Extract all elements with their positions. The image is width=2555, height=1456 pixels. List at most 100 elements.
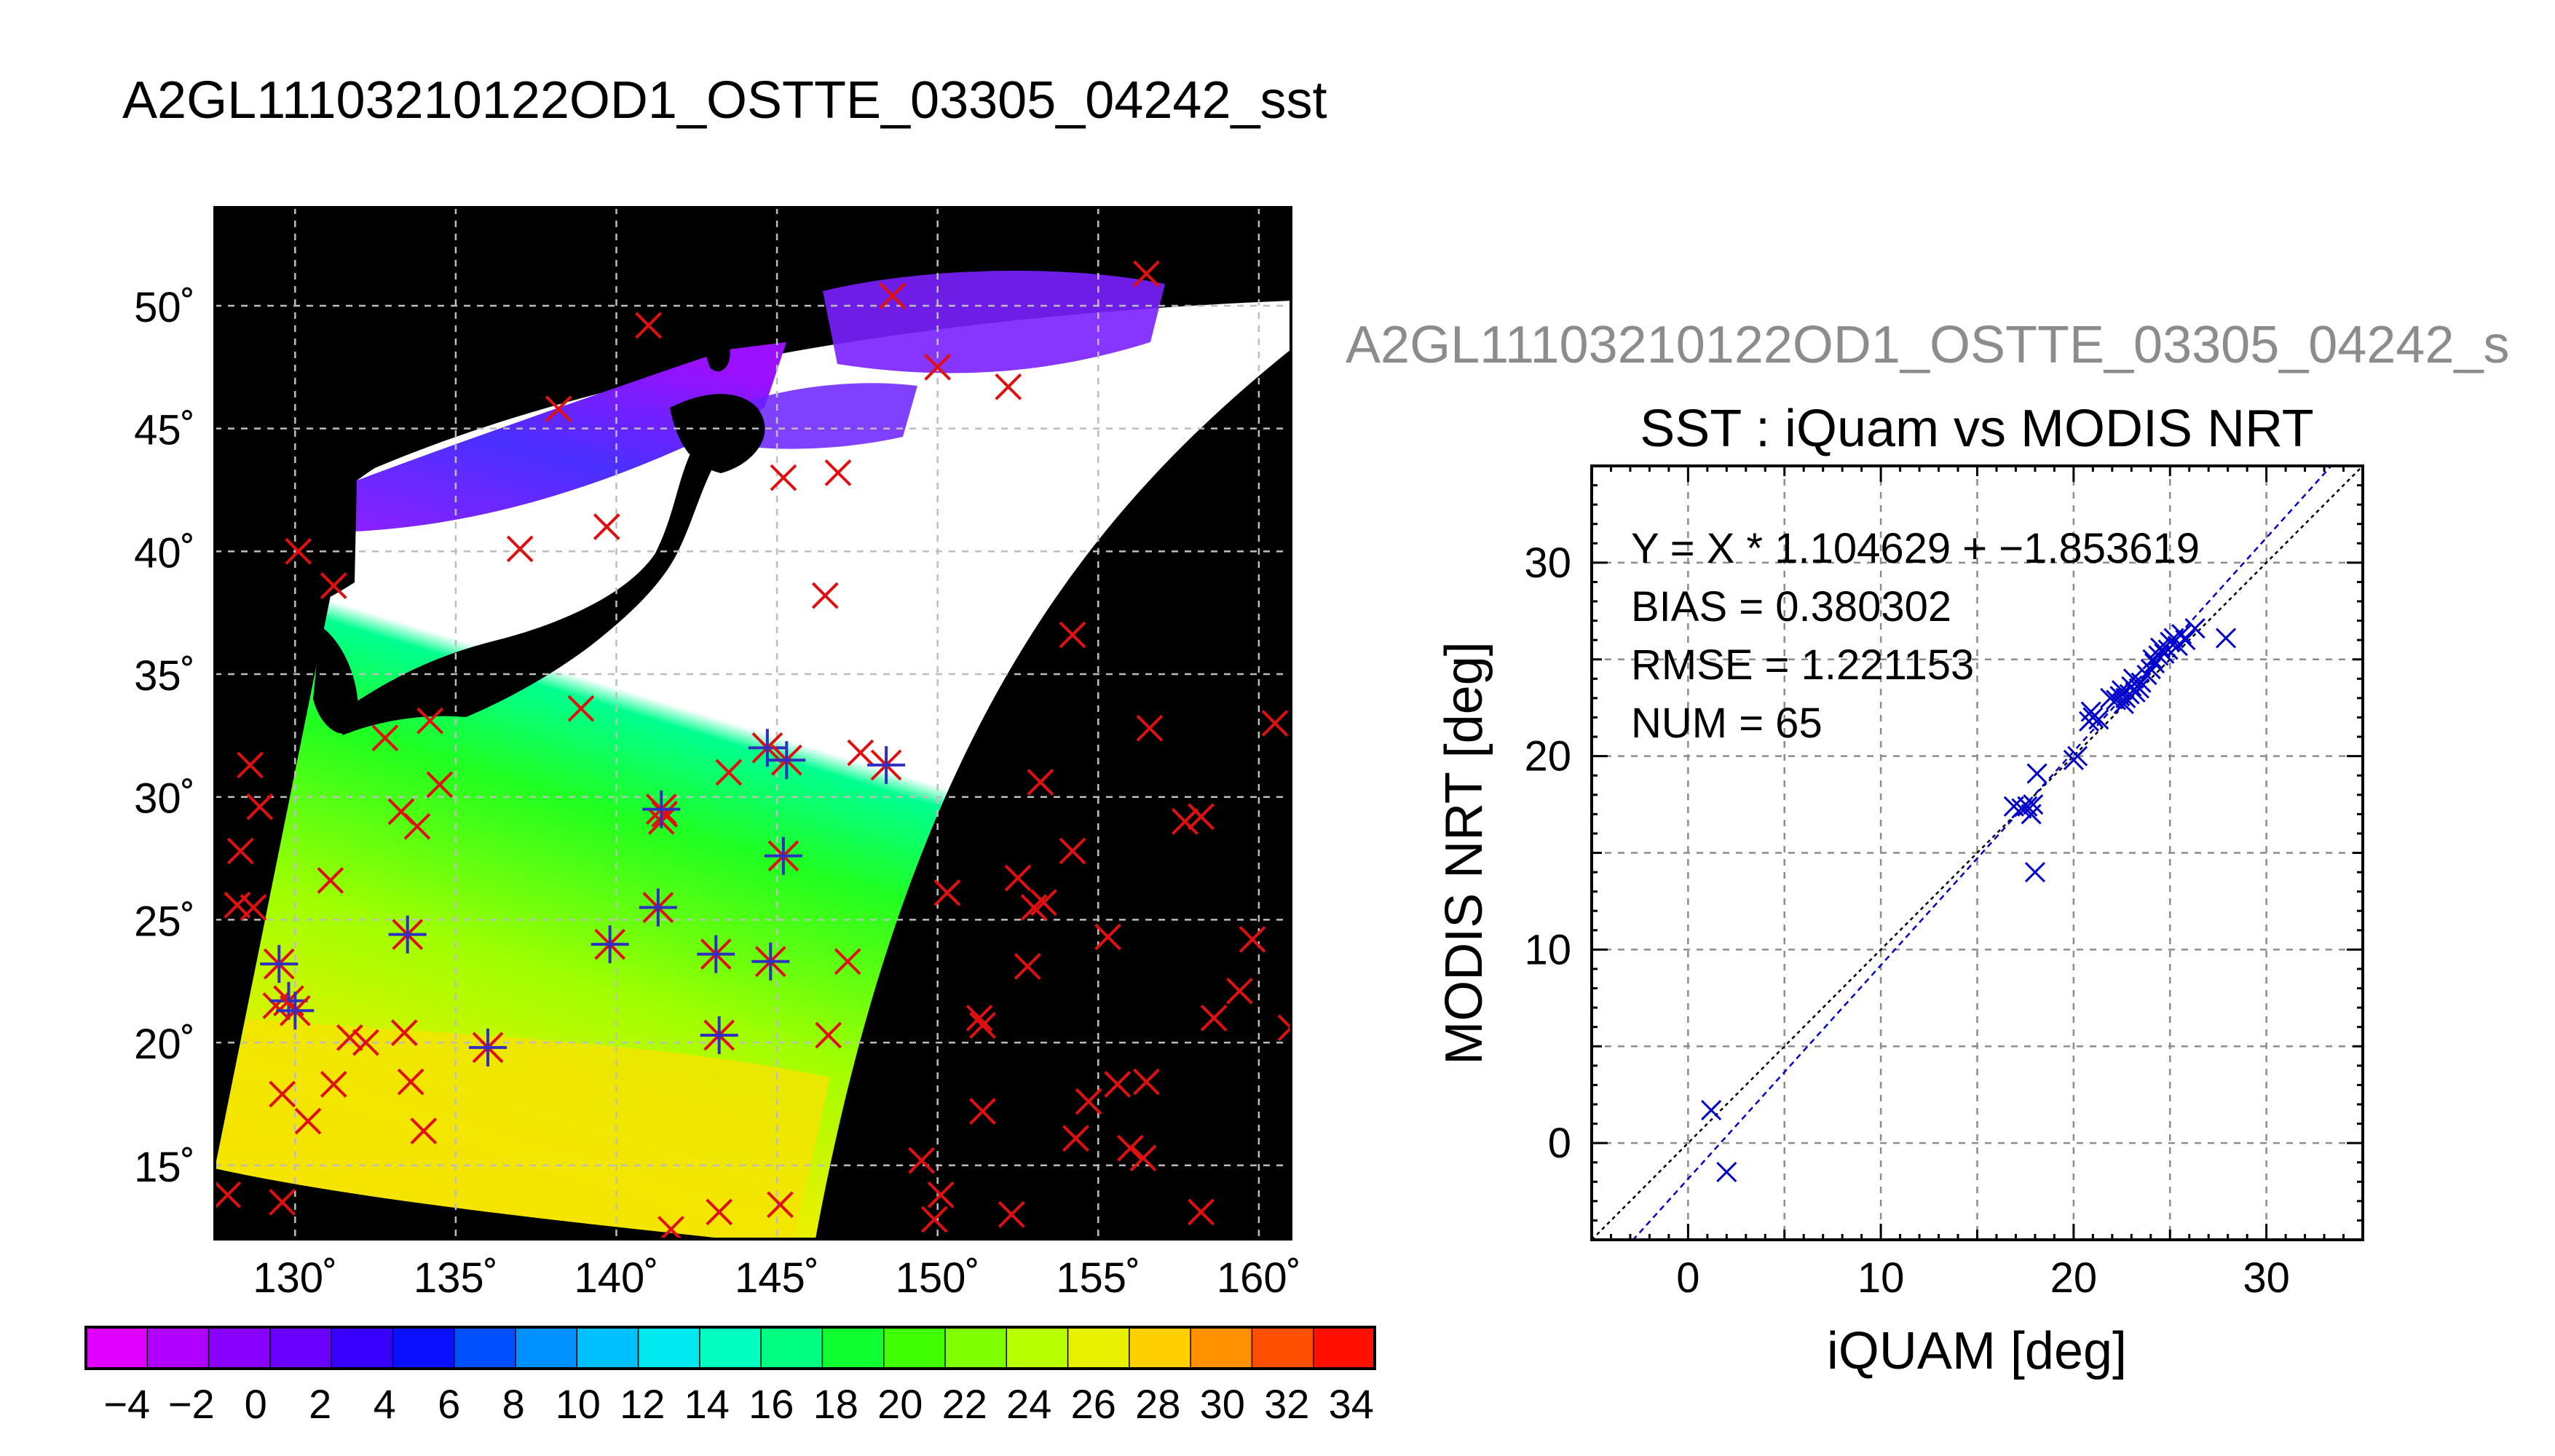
buoy-marker <box>1188 803 1215 831</box>
swath-area <box>215 301 1291 1239</box>
colorbar-label: 24 <box>1006 1381 1051 1427</box>
buoy-marker-stroke <box>1200 1004 1228 1032</box>
buoy-marker <box>635 312 663 339</box>
colorbar-label: 16 <box>749 1381 794 1427</box>
colorbar-frame <box>84 1326 1376 1370</box>
buoy-marker-stroke <box>1075 1088 1102 1115</box>
buoy-matched-marker <box>260 945 299 984</box>
scatter-point-stroke <box>2171 624 2192 645</box>
land-korea <box>313 626 358 734</box>
buoy-marker <box>215 1181 242 1208</box>
scatter-point-stroke <box>1716 1161 1737 1183</box>
colorbar-cell <box>1006 1326 1069 1369</box>
map-lat-label: 50˚ <box>134 284 195 331</box>
buoy-marker <box>834 948 861 976</box>
buoy-matched-marker <box>639 888 677 927</box>
scatter-point <box>2024 862 2045 883</box>
one-to-one-line <box>1592 466 2363 1240</box>
buoy-marker-stroke <box>924 353 952 381</box>
buoy-marker-stroke <box>269 1080 296 1108</box>
buoy-marker-stroke <box>352 1029 379 1056</box>
buoy-marker-stroke <box>1188 1198 1215 1226</box>
colorbar-cell <box>944 1326 1008 1369</box>
buoy-matched-marker <box>751 942 790 981</box>
buoy-matched-marker <box>767 741 806 780</box>
buoy-marker-stroke <box>1004 864 1032 892</box>
scatter-point <box>2175 630 2196 651</box>
scatter-stat-line: Y = X * 1.104629 + −1.853619 <box>1631 525 2200 572</box>
scatter-point <box>2215 628 2237 649</box>
scatter-stat-line: NUM = 65 <box>1631 700 1823 747</box>
map-lat-label: 35˚ <box>134 652 195 700</box>
buoy-marker-stroke <box>1136 714 1164 742</box>
scatter-y-tick-label: 30 <box>1524 539 1571 587</box>
buoy-marker-stroke <box>545 395 572 423</box>
buoy-marker <box>336 1024 363 1051</box>
buoy-marker-stroke <box>927 1181 955 1208</box>
buoy-marker <box>1136 714 1164 742</box>
buoy-marker <box>567 695 595 722</box>
buoy-marker-stroke <box>593 513 620 541</box>
land-hokkaido <box>670 394 765 473</box>
colorbar-cell <box>453 1326 517 1369</box>
scatter-point <box>2171 624 2192 645</box>
buoy-marker-stroke <box>410 1117 438 1144</box>
buoy-marker <box>397 1068 424 1096</box>
buoy-marker <box>545 395 572 423</box>
buoy-marker-stroke <box>715 759 743 786</box>
colorbar-label: 14 <box>684 1381 730 1427</box>
buoy-marker <box>593 513 620 541</box>
buoy-marker-stroke <box>879 282 907 309</box>
buoy-marker-stroke <box>933 879 961 906</box>
scatter-point <box>2026 763 2047 784</box>
cold-sst-kuril <box>728 383 917 449</box>
buoy-marker <box>933 879 961 906</box>
buoy-marker-stroke <box>908 1147 936 1174</box>
buoy-marker <box>815 1021 842 1049</box>
colorbar-cell <box>269 1326 333 1369</box>
buoy-marker <box>285 537 312 565</box>
buoy-marker <box>240 894 267 921</box>
buoy-marker-stroke <box>815 1021 842 1049</box>
buoy-marker-stroke <box>1059 621 1086 649</box>
colorbar-cell <box>1251 1326 1314 1369</box>
scatter-point <box>2128 678 2149 699</box>
buoy-marker <box>1188 1198 1215 1226</box>
buoy-marker-stroke <box>224 891 251 919</box>
colorbar-cell <box>331 1326 394 1369</box>
buoy-marker <box>352 1029 379 1056</box>
colorbar: −4 −2 0 2 4 6 8 10 12 14 16 18 20 22 24 26 28 30 32 34 <box>84 1326 1376 1427</box>
colorbar-cell <box>1067 1326 1131 1369</box>
buoy-marker <box>824 459 852 486</box>
buoy-marker <box>1059 621 1086 649</box>
colorbar-cell <box>760 1326 824 1369</box>
scatter-point <box>2184 618 2205 639</box>
buoy-marker-stroke <box>1062 1125 1089 1152</box>
scatter-ticks <box>1590 464 2364 1241</box>
buoy-marker-stroke <box>1094 923 1121 951</box>
buoy-marker-stroke <box>294 1107 322 1135</box>
buoy-marker <box>1075 1088 1102 1115</box>
scatter-y-tick-labels: 0 10 20 30 <box>1524 539 1571 1167</box>
scatter-point <box>2067 745 2088 767</box>
scatter-point-stroke <box>1701 1099 1722 1121</box>
scatter-point <box>2149 637 2171 658</box>
scatter-y-tick-label: 10 <box>1524 926 1571 973</box>
buoy-marker-stroke <box>1225 977 1253 1005</box>
scatter-point <box>2023 794 2044 815</box>
colorbar-label: 28 <box>1135 1381 1180 1427</box>
buoy-marker <box>1104 1071 1132 1098</box>
regression-line <box>1632 466 2333 1240</box>
scatter-stats: Y = X * 1.104629 + −1.853619 BIAS = 0.380… <box>1631 525 2200 747</box>
scatter-x-tick-label: 30 <box>2243 1254 2290 1302</box>
buoy-marker-stroke <box>317 867 344 894</box>
cold-sst-band <box>355 342 786 531</box>
buoy-matched-marker <box>591 925 629 964</box>
map-lat-label: 25˚ <box>134 898 195 945</box>
buoy-matched-marker <box>388 915 427 954</box>
buoy-marker-stroke <box>285 537 312 565</box>
map-lon-label: 140˚ <box>574 1254 658 1302</box>
buoy-marker-stroke <box>1133 260 1160 288</box>
buoy-marker <box>1030 889 1057 917</box>
colorbar-cell <box>85 1326 149 1369</box>
